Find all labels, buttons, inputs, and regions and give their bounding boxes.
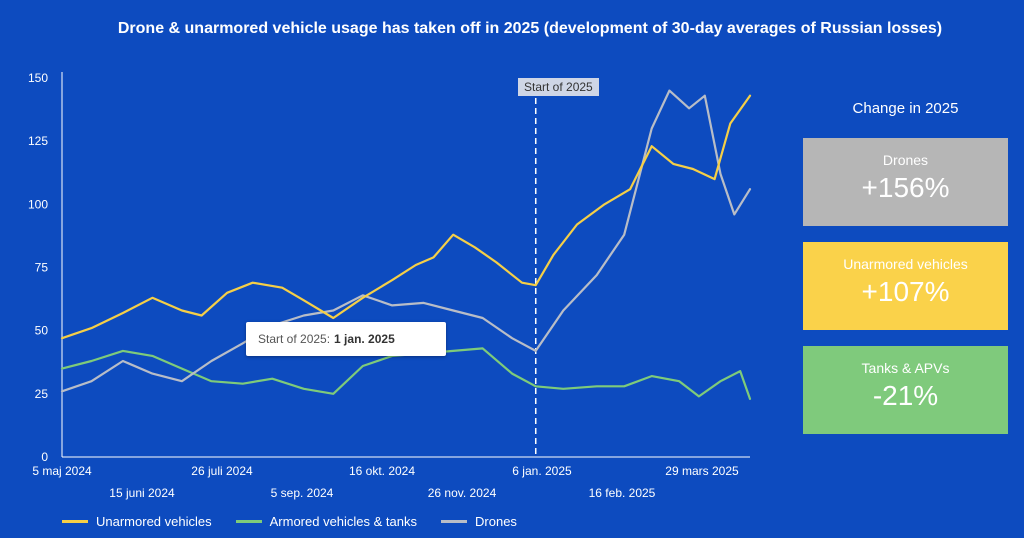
y-tick-label: 25: [35, 387, 49, 401]
x-tick-label: 16 feb. 2025: [589, 486, 656, 500]
drones-change-value: +156%: [861, 172, 950, 203]
chart-tooltip: Start of 2025: 1 jan. 2025: [246, 322, 446, 356]
tanks-change-card: Tanks & APVs -21%: [803, 346, 1008, 434]
x-tick-label: 26 juli 2024: [191, 464, 253, 478]
chart-legend: Unarmored vehicles Armored vehicles & ta…: [62, 514, 517, 529]
x-tick-label: 5 maj 2024: [32, 464, 92, 478]
start-of-2025-label: Start of 2025: [518, 78, 599, 96]
legend-swatch-icon: [235, 520, 262, 523]
legend-item-armored[interactable]: Armored vehicles & tanks: [235, 514, 418, 529]
series-line-drones: [60, 89, 752, 393]
y-tick-label: 150: [28, 71, 48, 85]
y-tick-label: 75: [35, 261, 49, 275]
chart-title: Drone & unarmored vehicle usage has take…: [117, 20, 943, 37]
x-tick-label: 6 jan. 2025: [512, 464, 572, 478]
y-tick-label: 125: [28, 134, 48, 148]
y-tick-label: 0: [41, 450, 48, 464]
legend-swatch-icon: [62, 520, 88, 523]
legend-item-drones[interactable]: Drones: [441, 514, 517, 529]
x-tick-label: 15 juni 2024: [109, 486, 175, 500]
x-tick-label: 5 sep. 2024: [271, 486, 334, 500]
tanks-change-value: -21%: [872, 380, 939, 411]
legend-label: Drones: [475, 514, 517, 529]
x-tick-label: 29 mars 2025: [665, 464, 739, 478]
x-tick-label: 16 okt. 2024: [349, 464, 415, 478]
x-tick-label: 26 nov. 2024: [428, 486, 497, 500]
y-tick-label: 50: [35, 324, 49, 338]
unarmored-change-value: +107%: [861, 276, 950, 307]
legend-item-unarmored[interactable]: Unarmored vehicles: [62, 514, 212, 529]
legend-swatch-icon: [441, 520, 468, 523]
panel-title: Change in 2025: [852, 100, 959, 117]
unarmored-change-label: Unarmored vehicles: [843, 256, 968, 272]
unarmored-change-card: Unarmored vehicles +107%: [803, 242, 1008, 330]
series-line-unarmored-vehicles: [60, 94, 752, 340]
drones-change-label: Drones: [882, 152, 929, 168]
legend-label: Unarmored vehicles: [96, 514, 212, 529]
tanks-change-label: Tanks & APVs: [861, 360, 950, 376]
y-tick-label: 100: [28, 197, 48, 211]
drones-change-card: Drones +156%: [803, 138, 1008, 226]
tooltip-value: 1 jan. 2025: [334, 332, 395, 346]
tooltip-label: Start of 2025:: [258, 332, 331, 346]
legend-label: Armored vehicles & tanks: [269, 514, 418, 529]
